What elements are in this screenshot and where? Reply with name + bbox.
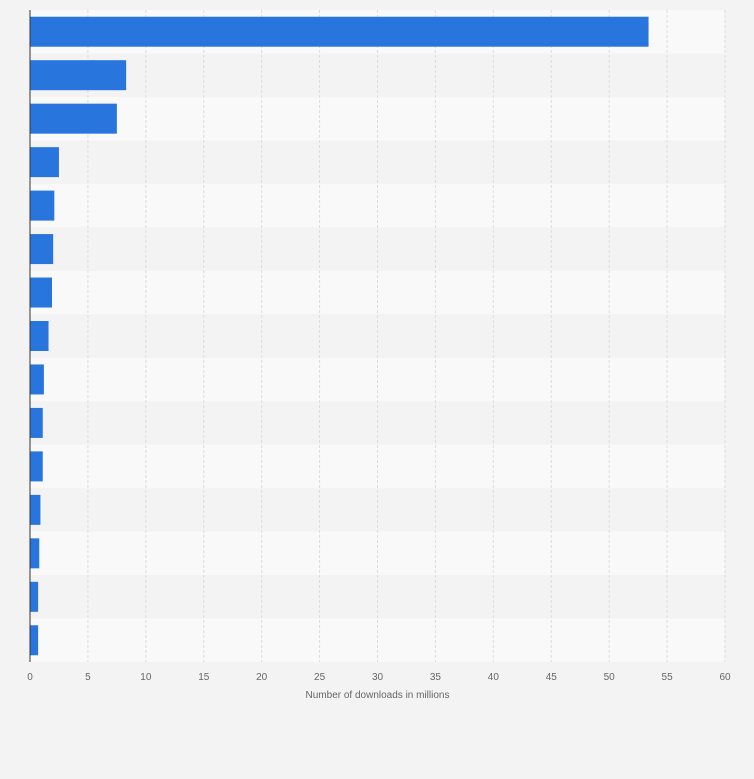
- bar: [30, 321, 49, 351]
- bar: [30, 234, 54, 265]
- row-band: [30, 227, 725, 271]
- bar: [30, 103, 117, 134]
- row-band: [30, 96, 725, 141]
- x-tick-label: 30: [372, 672, 384, 683]
- x-tick-label: 25: [314, 672, 326, 683]
- x-tick-label: 60: [719, 672, 731, 683]
- bar: [30, 364, 44, 395]
- x-axis-title: Number of downloads in millions: [306, 690, 450, 701]
- bars: [30, 16, 649, 656]
- x-tick-label: 45: [546, 672, 558, 683]
- bar: [30, 581, 39, 612]
- x-tick-label: 35: [430, 672, 442, 683]
- bar: [30, 60, 127, 91]
- x-tick-label: 15: [198, 672, 210, 683]
- bar: [30, 625, 39, 656]
- bar: [30, 538, 40, 569]
- x-tick-label: 50: [604, 672, 616, 683]
- bar: [30, 407, 43, 438]
- x-tick-label: 0: [27, 672, 33, 683]
- bar: [30, 147, 59, 178]
- bar: [30, 494, 41, 525]
- bar: [30, 190, 55, 221]
- x-axis-ticks: 0 5 10 15 20 25 30 35 40 45 50 55 60: [27, 672, 731, 683]
- x-tick-label: 40: [488, 672, 500, 683]
- bar: [30, 451, 43, 482]
- x-tick-label: 10: [140, 672, 152, 683]
- x-tick-label: 5: [85, 672, 91, 683]
- x-tick-label: 55: [662, 672, 674, 683]
- x-tick-label: 20: [256, 672, 268, 683]
- row-band: [30, 357, 725, 402]
- bar: [30, 277, 53, 308]
- bar: [30, 16, 649, 47]
- gridlines: [87, 10, 726, 662]
- row-band: [30, 531, 725, 576]
